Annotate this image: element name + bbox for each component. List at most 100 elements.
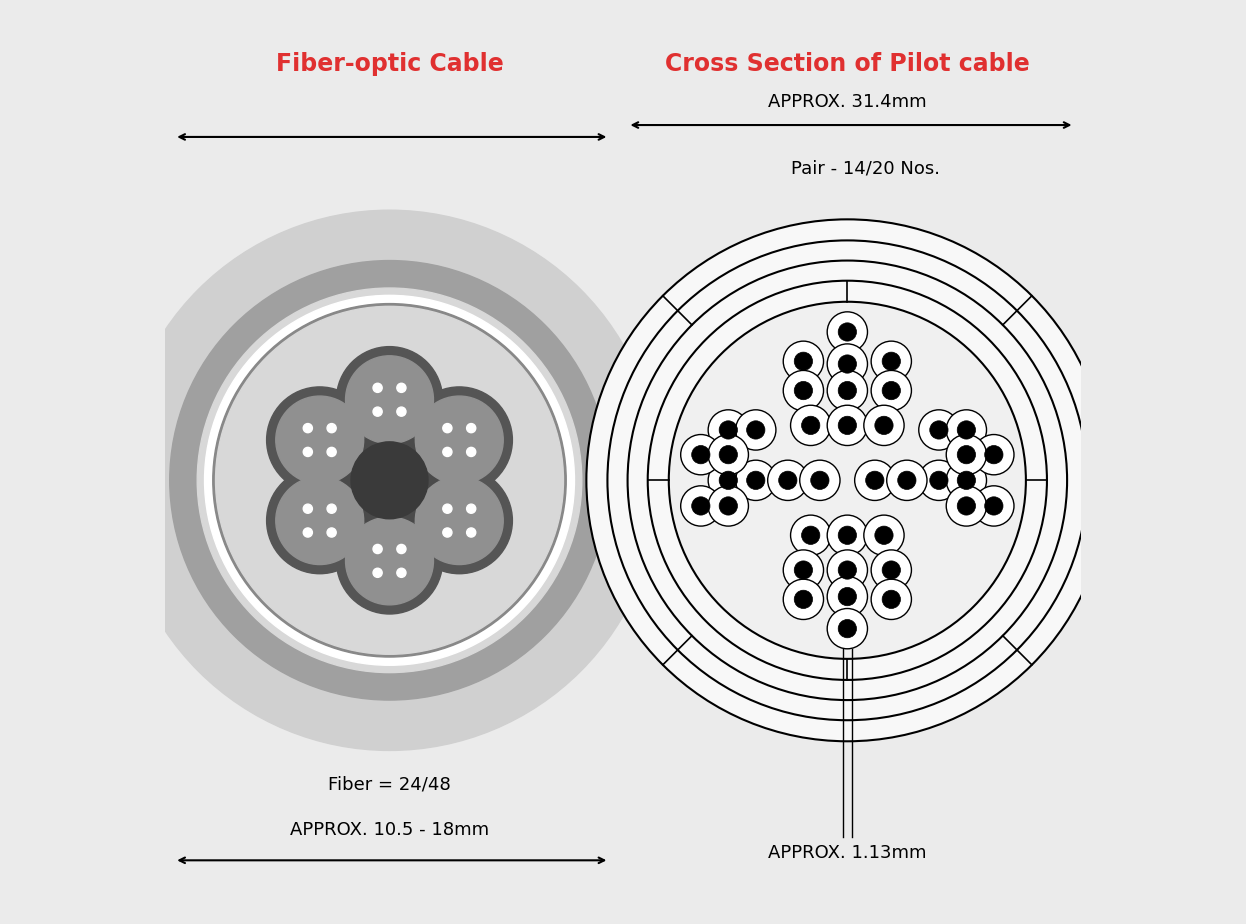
Circle shape xyxy=(784,371,824,411)
Circle shape xyxy=(871,371,911,411)
Circle shape xyxy=(863,406,905,445)
Circle shape xyxy=(680,434,721,475)
Circle shape xyxy=(882,382,901,400)
Circle shape xyxy=(800,460,840,501)
Circle shape xyxy=(746,420,765,439)
Circle shape xyxy=(396,383,406,393)
Circle shape xyxy=(204,296,574,665)
Circle shape xyxy=(396,568,406,578)
Circle shape xyxy=(396,407,406,416)
Text: APPROX. 31.4mm: APPROX. 31.4mm xyxy=(768,93,927,111)
Circle shape xyxy=(396,544,406,553)
Circle shape xyxy=(648,281,1047,680)
Circle shape xyxy=(442,505,452,513)
Circle shape xyxy=(839,416,856,434)
Circle shape xyxy=(794,590,812,609)
Circle shape xyxy=(719,497,738,515)
Circle shape xyxy=(341,432,437,528)
Circle shape xyxy=(973,434,1014,475)
Circle shape xyxy=(779,471,797,490)
Circle shape xyxy=(628,261,1067,700)
Text: Fiber = 24/48: Fiber = 24/48 xyxy=(328,775,451,794)
Circle shape xyxy=(466,505,476,513)
Circle shape xyxy=(336,508,442,614)
Circle shape xyxy=(794,382,812,400)
Circle shape xyxy=(957,420,976,439)
Circle shape xyxy=(957,471,976,490)
Circle shape xyxy=(735,410,776,450)
Circle shape xyxy=(326,505,336,513)
Circle shape xyxy=(946,460,987,501)
Circle shape xyxy=(692,497,710,515)
Text: Pair - 14/20 Nos.: Pair - 14/20 Nos. xyxy=(791,160,941,178)
Circle shape xyxy=(863,515,905,555)
Circle shape xyxy=(267,468,373,574)
Circle shape xyxy=(839,382,856,400)
Circle shape xyxy=(827,515,867,555)
Circle shape xyxy=(373,407,383,416)
Circle shape xyxy=(303,447,313,456)
Circle shape xyxy=(839,322,856,341)
Circle shape xyxy=(708,434,749,475)
Circle shape xyxy=(918,460,959,501)
Circle shape xyxy=(897,471,916,490)
Circle shape xyxy=(373,544,383,553)
Circle shape xyxy=(794,561,812,579)
Circle shape xyxy=(708,410,749,450)
Circle shape xyxy=(466,423,476,432)
Circle shape xyxy=(442,423,452,432)
Circle shape xyxy=(875,526,893,544)
Circle shape xyxy=(442,447,452,456)
Circle shape xyxy=(708,460,749,501)
Text: Fiber-optic Cable: Fiber-optic Cable xyxy=(275,52,503,76)
Circle shape xyxy=(326,423,336,432)
Circle shape xyxy=(946,410,987,450)
Circle shape xyxy=(839,561,856,579)
Circle shape xyxy=(345,356,434,444)
Circle shape xyxy=(587,219,1108,741)
Circle shape xyxy=(415,396,503,484)
Circle shape xyxy=(811,471,829,490)
Circle shape xyxy=(871,341,911,382)
Circle shape xyxy=(984,445,1003,464)
Circle shape xyxy=(326,528,336,537)
Circle shape xyxy=(871,579,911,619)
Circle shape xyxy=(866,471,883,490)
Circle shape xyxy=(827,344,867,384)
Circle shape xyxy=(680,486,721,526)
Circle shape xyxy=(746,471,765,490)
Circle shape xyxy=(882,561,901,579)
Circle shape xyxy=(882,590,901,609)
Circle shape xyxy=(946,434,987,475)
Text: APPROX. 1.13mm: APPROX. 1.13mm xyxy=(768,844,927,862)
Circle shape xyxy=(719,471,738,490)
Circle shape xyxy=(351,442,427,518)
Circle shape xyxy=(735,460,776,501)
Circle shape xyxy=(984,497,1003,515)
Circle shape xyxy=(973,486,1014,526)
Circle shape xyxy=(839,355,856,373)
Circle shape xyxy=(336,346,442,453)
Circle shape xyxy=(415,477,503,565)
Circle shape xyxy=(827,311,867,352)
Circle shape xyxy=(466,447,476,456)
Circle shape xyxy=(169,261,609,700)
Circle shape xyxy=(930,471,948,490)
Circle shape xyxy=(768,460,807,501)
Circle shape xyxy=(719,445,738,464)
Circle shape xyxy=(373,568,383,578)
Circle shape xyxy=(784,579,824,619)
Circle shape xyxy=(442,528,452,537)
Circle shape xyxy=(708,486,749,526)
Circle shape xyxy=(794,352,812,371)
Circle shape xyxy=(930,420,948,439)
Circle shape xyxy=(827,371,867,411)
Text: APPROX. 10.5 - 18mm: APPROX. 10.5 - 18mm xyxy=(290,821,490,839)
Circle shape xyxy=(957,497,976,515)
Circle shape xyxy=(855,460,895,501)
Circle shape xyxy=(827,609,867,649)
Circle shape xyxy=(692,445,710,464)
Circle shape xyxy=(303,505,313,513)
Circle shape xyxy=(784,341,824,382)
Circle shape xyxy=(466,528,476,537)
